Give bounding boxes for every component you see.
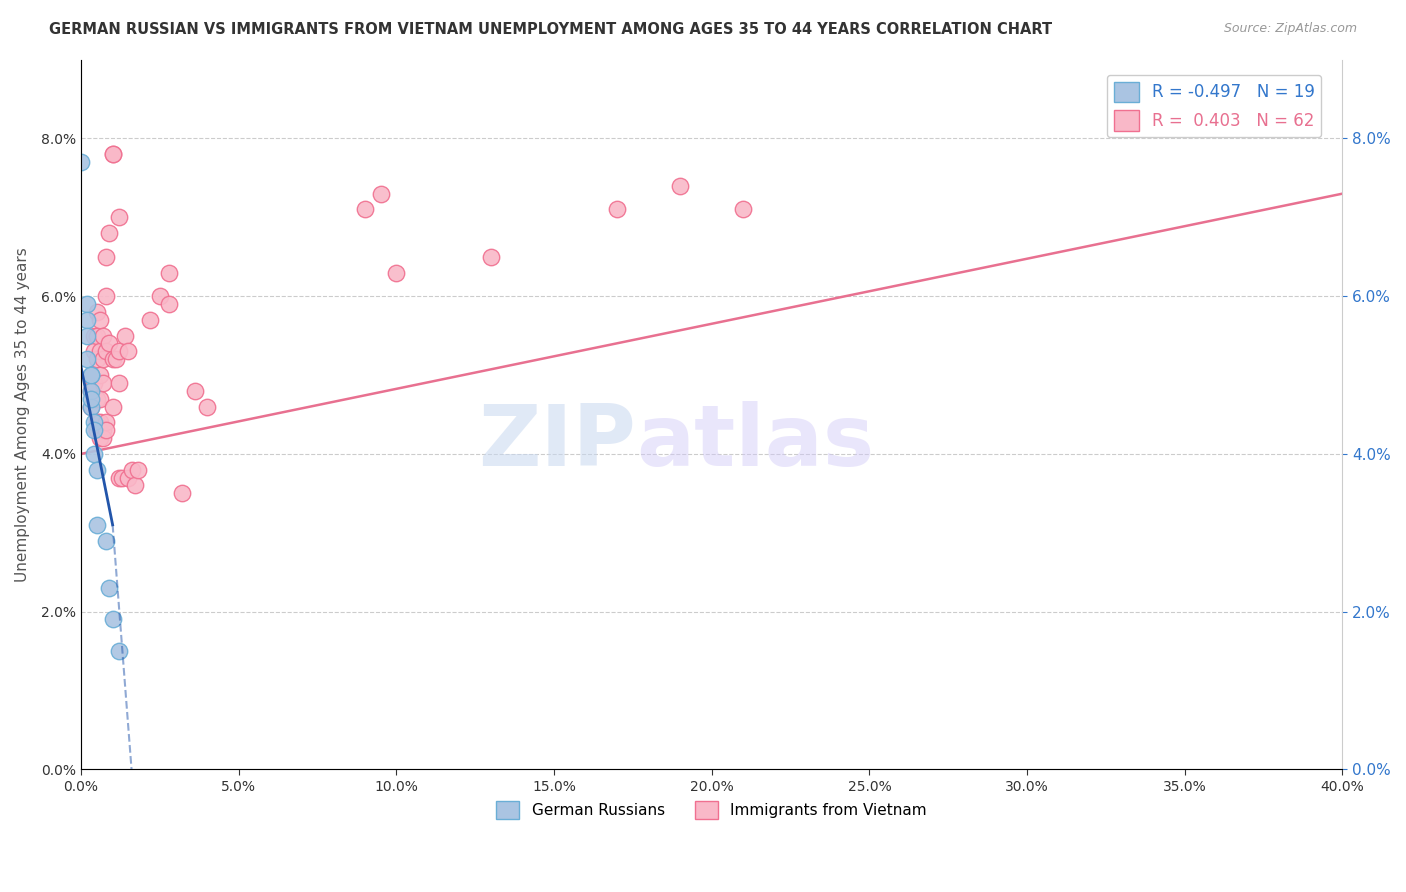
Point <box>86 392 108 406</box>
Point <box>669 178 692 193</box>
Point <box>157 266 180 280</box>
Point <box>170 486 193 500</box>
Point <box>104 352 127 367</box>
Point <box>96 533 118 548</box>
Text: ZIP: ZIP <box>478 401 636 484</box>
Point <box>76 328 98 343</box>
Point <box>76 313 98 327</box>
Point <box>83 344 105 359</box>
Point <box>76 352 98 367</box>
Point <box>101 400 124 414</box>
Point <box>91 376 114 390</box>
Point <box>101 147 124 161</box>
Point <box>79 384 101 398</box>
Point <box>354 202 377 217</box>
Text: GERMAN RUSSIAN VS IMMIGRANTS FROM VIETNAM UNEMPLOYMENT AMONG AGES 35 TO 44 YEARS: GERMAN RUSSIAN VS IMMIGRANTS FROM VIETNA… <box>49 22 1052 37</box>
Point <box>86 463 108 477</box>
Point <box>83 376 105 390</box>
Point <box>114 328 136 343</box>
Point <box>91 328 114 343</box>
Point <box>108 344 131 359</box>
Point <box>101 147 124 161</box>
Point <box>79 400 101 414</box>
Point <box>96 423 118 437</box>
Point <box>79 392 101 406</box>
Point <box>83 447 105 461</box>
Point <box>157 297 180 311</box>
Point <box>101 612 124 626</box>
Point <box>86 423 108 437</box>
Point <box>83 328 105 343</box>
Point <box>83 423 105 437</box>
Point <box>139 313 162 327</box>
Point <box>98 581 121 595</box>
Point <box>108 644 131 658</box>
Point <box>91 423 114 437</box>
Legend: German Russians, Immigrants from Vietnam: German Russians, Immigrants from Vietnam <box>491 795 934 825</box>
Point <box>86 415 108 429</box>
Point <box>195 400 218 414</box>
Point <box>108 211 131 225</box>
Point <box>86 423 108 437</box>
Point <box>108 470 131 484</box>
Point <box>79 368 101 382</box>
Point <box>98 226 121 240</box>
Text: atlas: atlas <box>636 401 875 484</box>
Point <box>86 352 108 367</box>
Point <box>121 463 143 477</box>
Point <box>108 376 131 390</box>
Point <box>79 400 101 414</box>
Point <box>117 344 139 359</box>
Point <box>183 384 205 398</box>
Point <box>479 250 502 264</box>
Point <box>86 517 108 532</box>
Point <box>89 415 111 429</box>
Point <box>101 352 124 367</box>
Point <box>83 415 105 429</box>
Point <box>91 431 114 445</box>
Point <box>385 266 408 280</box>
Point <box>111 470 134 484</box>
Point <box>96 250 118 264</box>
Point <box>91 352 114 367</box>
Text: Source: ZipAtlas.com: Source: ZipAtlas.com <box>1223 22 1357 36</box>
Point <box>86 305 108 319</box>
Point <box>79 368 101 382</box>
Point <box>96 415 118 429</box>
Point <box>89 423 111 437</box>
Point <box>149 289 172 303</box>
Point <box>70 155 93 169</box>
Point <box>76 297 98 311</box>
Point <box>89 344 111 359</box>
Point <box>79 384 101 398</box>
Point <box>124 478 146 492</box>
Point <box>86 328 108 343</box>
Point <box>96 344 118 359</box>
Point <box>117 470 139 484</box>
Point <box>370 186 392 201</box>
Y-axis label: Unemployment Among Ages 35 to 44 years: Unemployment Among Ages 35 to 44 years <box>15 247 30 582</box>
Point <box>733 202 755 217</box>
Point <box>79 368 101 382</box>
Point <box>89 392 111 406</box>
Point <box>89 368 111 382</box>
Point <box>96 289 118 303</box>
Point <box>89 431 111 445</box>
Point <box>127 463 149 477</box>
Point <box>606 202 628 217</box>
Point <box>98 336 121 351</box>
Point <box>89 313 111 327</box>
